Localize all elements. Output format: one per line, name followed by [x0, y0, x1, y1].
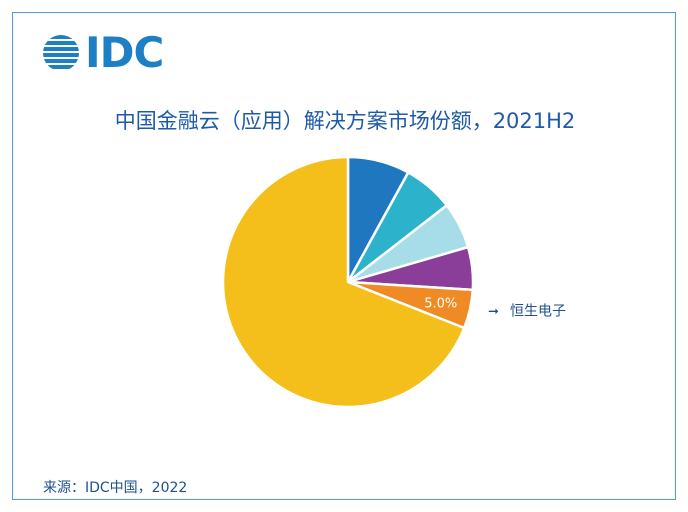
slice-label-4: 恒生电子 — [510, 303, 566, 319]
pie-slice-5 — [221, 155, 466, 409]
globe-icon — [43, 35, 79, 69]
chart-title: 中国金融云（应用）解决方案市场份额，2021H2 — [114, 109, 576, 133]
pie-chart: 5.0% ➞ 恒生电子 — [221, 155, 566, 409]
data-label-4: 5.0% — [424, 297, 457, 312]
idc-logo: IDC — [41, 28, 164, 77]
callout-arrow: ➞ — [488, 304, 499, 319]
source-note: 来源：IDC中国，2022 — [43, 480, 188, 496]
chart-frame: IDC 中国金融云（应用）解决方案市场份额，2021H2 5.0% ➞ 恒生电子 来… — [12, 12, 676, 500]
logo-text: IDC — [85, 28, 164, 77]
